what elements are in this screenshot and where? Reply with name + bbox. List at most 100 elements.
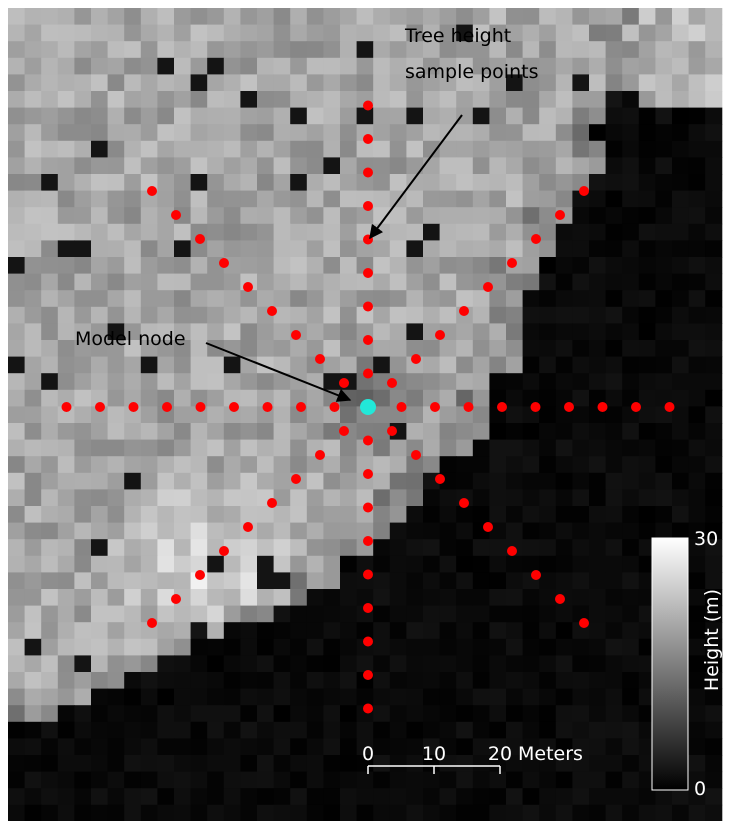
raster-cell [389,522,407,540]
raster-cell [605,804,623,821]
raster-cell [74,705,92,723]
sample-point [195,234,205,244]
raster-cell [41,688,59,706]
raster-cell [439,622,457,640]
raster-cell [423,306,441,324]
raster-cell [605,555,623,573]
raster-cell [406,140,424,158]
raster-cell [174,489,192,507]
raster-cell [223,356,241,374]
raster-cell [406,423,424,441]
raster-cell [107,738,125,756]
sample-point [147,618,157,628]
raster-cell [589,41,607,59]
raster-cell [41,788,59,806]
raster-cell [107,323,125,341]
raster-cell [306,323,324,341]
sample-point [483,282,493,292]
raster-cell [306,124,324,142]
raster-cell [41,472,59,490]
raster-cell [638,472,656,490]
raster-cell [107,406,125,424]
raster-cell [439,721,457,739]
raster-cell [190,456,208,474]
raster-cell [389,506,407,524]
sample-point [147,186,157,196]
raster-cell [423,340,441,358]
raster-cell [240,57,258,75]
raster-cell [190,755,208,773]
raster-cell [124,589,142,607]
raster-cell [472,605,490,623]
raster-cell [506,489,524,507]
raster-cell [389,672,407,690]
raster-cell [207,721,225,739]
raster-cell [340,788,358,806]
raster-cell [472,721,490,739]
raster-cell [57,373,75,391]
raster-cell [190,506,208,524]
raster-cell [273,688,291,706]
raster-cell [472,41,490,59]
raster-cell [572,555,590,573]
raster-cell [207,622,225,640]
raster-cell [389,257,407,275]
raster-cell [688,489,706,507]
sample-point [291,474,301,484]
raster-cell [91,190,109,208]
raster-cell [605,738,623,756]
raster-cell [373,539,391,557]
raster-cell [555,622,573,640]
raster-cell [406,174,424,192]
raster-cell [622,788,640,806]
raster-cell [257,124,275,142]
raster-cell [489,771,507,789]
raster-cell [24,323,42,341]
raster-cell [91,738,109,756]
raster-cell [622,572,640,590]
raster-cell [323,655,341,673]
raster-cell [323,788,341,806]
raster-cell [107,638,125,656]
raster-cell [655,373,673,391]
raster-cell [8,190,26,208]
raster-cell [74,638,92,656]
raster-cell [340,439,358,457]
raster-cell [57,721,75,739]
raster-cell [472,804,490,821]
raster-cell [622,190,640,208]
raster-cell [223,124,241,142]
raster-cell [489,124,507,142]
raster-cell [705,489,723,507]
raster-cell [389,340,407,358]
raster-cell [323,74,341,92]
raster-cell [373,8,391,26]
raster-cell [555,240,573,258]
raster-cell [190,605,208,623]
raster-cell [539,522,557,540]
raster-cell [74,506,92,524]
raster-cell [672,439,690,457]
raster-cell [373,389,391,407]
raster-cell [174,174,192,192]
raster-cell [240,705,258,723]
raster-cell [389,41,407,59]
raster-cell [373,439,391,457]
raster-cell [572,788,590,806]
raster-cell [174,472,192,490]
raster-cell [688,340,706,358]
raster-cell [539,655,557,673]
raster-cell [157,8,175,26]
raster-cell [57,771,75,789]
raster-cell [506,672,524,690]
raster-cell [522,589,540,607]
raster-cell [41,290,59,308]
raster-cell [356,57,374,75]
raster-cell [423,788,441,806]
raster-cell [506,41,524,59]
raster-cell [140,24,158,42]
raster-cell [539,638,557,656]
raster-cell [655,788,673,806]
raster-cell [57,91,75,109]
raster-cell [41,439,59,457]
